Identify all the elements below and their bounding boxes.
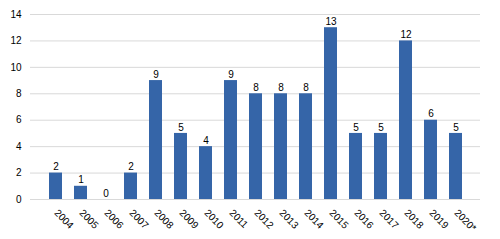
svg-text:2010: 2010 <box>202 207 226 231</box>
svg-text:2007: 2007 <box>127 207 151 231</box>
svg-text:10: 10 <box>10 62 22 73</box>
svg-text:9: 9 <box>153 69 159 80</box>
svg-text:1: 1 <box>78 174 84 185</box>
svg-text:2017: 2017 <box>377 207 401 231</box>
svg-text:5: 5 <box>353 122 359 133</box>
svg-text:2006: 2006 <box>102 207 126 231</box>
svg-text:2015: 2015 <box>327 207 351 231</box>
svg-text:8: 8 <box>16 88 22 99</box>
svg-text:2013: 2013 <box>277 207 301 231</box>
svg-text:2005: 2005 <box>77 207 101 231</box>
svg-text:2020*: 2020* <box>452 207 478 233</box>
svg-text:13: 13 <box>325 16 337 27</box>
svg-text:12: 12 <box>10 35 22 46</box>
svg-text:5: 5 <box>378 122 384 133</box>
svg-text:2: 2 <box>53 161 59 172</box>
svg-text:2019: 2019 <box>427 207 451 231</box>
svg-text:5: 5 <box>178 122 184 133</box>
svg-text:2: 2 <box>128 161 134 172</box>
svg-text:2011: 2011 <box>227 207 250 230</box>
svg-text:12: 12 <box>400 29 412 40</box>
svg-text:6: 6 <box>428 108 434 119</box>
svg-text:9: 9 <box>228 69 234 80</box>
svg-text:4: 4 <box>16 141 22 152</box>
svg-text:2018: 2018 <box>402 207 426 231</box>
svg-text:2012: 2012 <box>252 207 276 231</box>
svg-text:2004: 2004 <box>52 207 76 231</box>
svg-text:4: 4 <box>203 135 209 146</box>
svg-text:6: 6 <box>16 114 22 125</box>
svg-text:2008: 2008 <box>152 207 176 231</box>
svg-text:0: 0 <box>103 188 109 199</box>
svg-text:8: 8 <box>303 82 309 93</box>
svg-text:14: 14 <box>10 9 22 20</box>
svg-text:8: 8 <box>278 82 284 93</box>
svg-text:8: 8 <box>253 82 259 93</box>
svg-text:0: 0 <box>16 194 22 205</box>
svg-text:2014: 2014 <box>302 207 326 231</box>
svg-text:2: 2 <box>16 167 22 178</box>
svg-text:5: 5 <box>453 122 459 133</box>
svg-text:2016: 2016 <box>352 207 376 231</box>
svg-text:2009: 2009 <box>177 207 201 231</box>
